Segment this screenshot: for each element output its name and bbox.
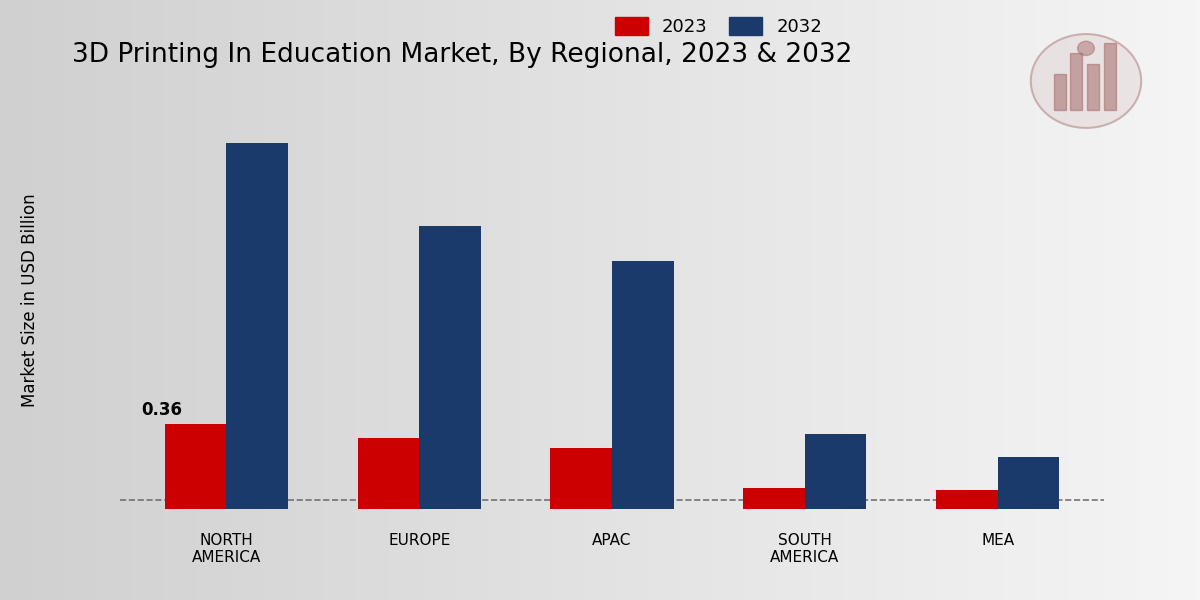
FancyBboxPatch shape [1104, 43, 1116, 110]
Bar [419, 226, 481, 509]
Circle shape [1031, 34, 1141, 128]
FancyBboxPatch shape [1054, 74, 1066, 110]
Bar [997, 457, 1060, 509]
Text: 3D Printing In Education Market, By Regional, 2023 & 2032: 3D Printing In Education Market, By Regi… [72, 42, 852, 68]
Bar [612, 261, 673, 509]
Legend: 2023, 2032: 2023, 2032 [607, 10, 829, 43]
Circle shape [1078, 41, 1094, 55]
Text: Market Size in USD Billion: Market Size in USD Billion [20, 193, 40, 407]
Bar [358, 438, 419, 509]
Bar [936, 490, 997, 509]
Bar [805, 434, 866, 509]
Text: 0.36: 0.36 [142, 401, 182, 419]
Bar [227, 143, 288, 509]
FancyBboxPatch shape [1070, 53, 1082, 110]
Bar [743, 488, 805, 509]
Bar [551, 448, 612, 509]
FancyBboxPatch shape [1087, 64, 1099, 110]
Bar [164, 424, 227, 509]
